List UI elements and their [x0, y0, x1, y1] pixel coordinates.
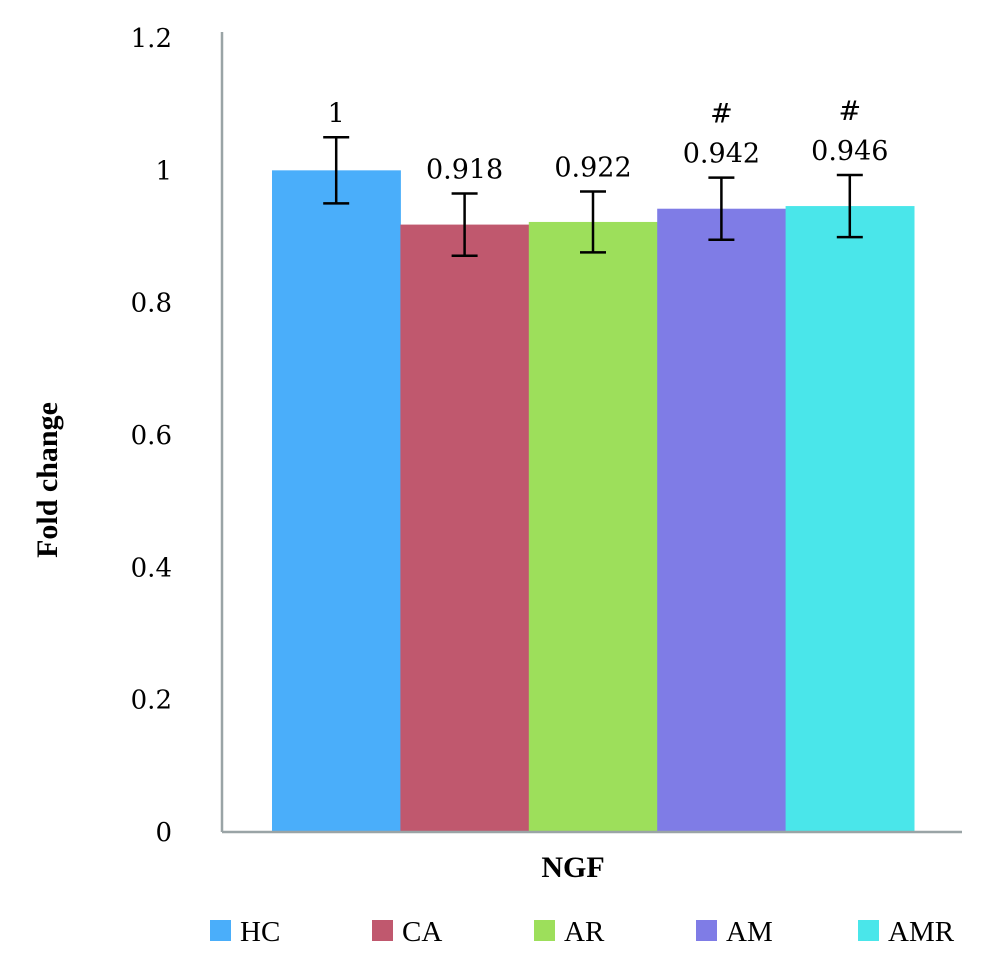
error-bar-ar	[580, 190, 606, 254]
bar-ar	[528, 221, 658, 832]
data-labels: 1 0.918 0.922 0.942 #0.946 #	[328, 96, 889, 186]
y-tick-label: 0.2	[131, 686, 172, 716]
legend-swatch	[372, 920, 393, 941]
axes	[220, 32, 962, 834]
significance-mark-am: #	[710, 99, 733, 130]
legend-label: HC	[240, 916, 280, 948]
y-axis-title: Fold change	[31, 402, 64, 558]
x-axis-title: NGF	[541, 851, 604, 884]
y-tick-label: 1	[155, 156, 172, 186]
error-bar-ca	[451, 192, 478, 257]
legend-label: AMR	[888, 916, 955, 948]
data-label-amr: 0.946	[811, 136, 888, 167]
legend-item-am: AM	[696, 916, 773, 948]
significance-mark-amr: #	[838, 96, 861, 127]
error-bar-am	[708, 176, 735, 242]
legend-label: CA	[402, 916, 442, 948]
legend-swatch	[534, 920, 555, 941]
y-tick-label: 0.8	[131, 289, 172, 319]
y-tick-label: 1.2	[131, 24, 172, 54]
legend-item-hc: HC	[210, 916, 280, 948]
bar-hc	[272, 170, 401, 833]
legend-swatch	[210, 920, 231, 941]
y-tick-label: 0	[155, 818, 172, 848]
y-tick-label: 0.6	[131, 421, 172, 451]
data-label-ca: 0.918	[426, 154, 503, 185]
error-bar-amr	[836, 173, 863, 239]
y-tick-labels: 0 0.2 0.4 0.6 0.8 1 1.2	[131, 24, 172, 848]
bar-amr	[785, 206, 915, 832]
data-label-hc: 1	[328, 98, 345, 129]
bar-am	[657, 208, 787, 832]
bar-ca	[400, 224, 530, 833]
data-label-ar: 0.922	[554, 153, 631, 184]
error-bar-hc	[323, 136, 350, 205]
y-tick-label: 0.4	[131, 553, 172, 583]
legend-item-amr: AMR	[858, 916, 955, 948]
bars	[272, 170, 915, 833]
error-bars	[323, 136, 863, 257]
data-label-am: 0.942	[683, 139, 760, 170]
legend-item-ca: CA	[372, 916, 442, 948]
legend-swatch	[696, 920, 717, 941]
legend-item-ar: AR	[534, 916, 605, 948]
legend-swatch	[858, 920, 879, 941]
legend-label: AM	[726, 916, 773, 948]
legend: HC CA AR AM AMR	[210, 916, 955, 948]
legend-label: AR	[564, 916, 605, 948]
